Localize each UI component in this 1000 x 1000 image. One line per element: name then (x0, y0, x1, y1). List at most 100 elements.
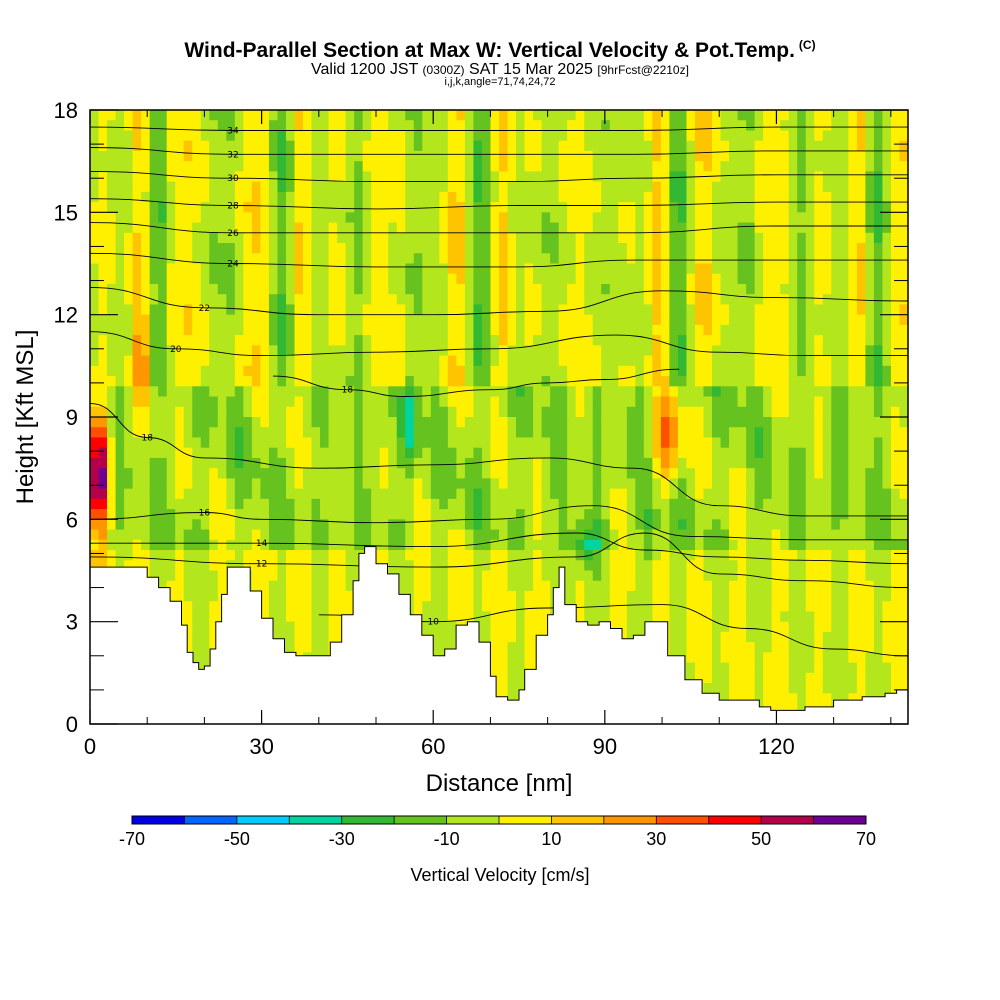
field-cell (132, 120, 142, 132)
field-cell (737, 202, 747, 213)
field-cell (251, 171, 262, 183)
field-cell (746, 130, 756, 142)
field-cell (712, 611, 722, 623)
field-cell (788, 150, 798, 162)
field-cell (234, 253, 244, 265)
field-cell (720, 498, 730, 510)
field-cell (277, 140, 287, 152)
field-cell (166, 304, 176, 316)
field-cell (550, 314, 560, 326)
field-cell (243, 560, 253, 572)
field-cell (141, 488, 151, 500)
field-cell (192, 222, 202, 234)
field-cell (626, 396, 636, 408)
field-cell (141, 447, 151, 459)
field-cell (149, 447, 159, 459)
field-cell (132, 488, 142, 500)
field-cell (277, 580, 287, 592)
field-cell (175, 498, 185, 510)
field-cell (660, 601, 671, 613)
field-cell (694, 478, 705, 490)
field-cell (115, 437, 125, 449)
field-cell (90, 396, 100, 408)
field-cell (686, 273, 696, 285)
field-cell (141, 406, 151, 418)
field-cell (754, 202, 764, 213)
field-cell (132, 150, 142, 162)
field-cell (464, 171, 475, 183)
field-cell (533, 427, 543, 439)
field-cell (430, 447, 440, 459)
field-cell (294, 355, 304, 367)
field-cell (490, 478, 500, 490)
field-cell (311, 417, 321, 428)
field-cell (720, 509, 730, 520)
field-cell (311, 570, 321, 582)
field-cell (209, 386, 219, 398)
field-cell (481, 386, 492, 398)
field-cell (737, 683, 747, 694)
field-cell (328, 191, 338, 203)
field-cell (320, 509, 330, 520)
field-cell (567, 457, 577, 469)
field-cell (90, 191, 100, 203)
field-cell (609, 550, 619, 561)
field-cell (754, 345, 764, 357)
field-cell (499, 191, 509, 203)
field-cell (124, 202, 134, 213)
field-cell (516, 202, 526, 213)
field-cell (533, 120, 543, 132)
field-cell (626, 130, 636, 142)
field-cell (464, 550, 475, 561)
field-cell (652, 120, 662, 132)
field-cell (592, 427, 602, 439)
field-cell (788, 161, 798, 172)
field-cell (98, 417, 108, 428)
field-cell (516, 171, 526, 183)
field-cell (217, 478, 227, 490)
field-cell (592, 161, 602, 172)
field-cell (490, 314, 500, 326)
field-cell (635, 550, 645, 561)
field-cell (98, 447, 108, 459)
field-cell (200, 335, 210, 346)
field-cell (303, 590, 313, 602)
field-cell (226, 488, 236, 500)
field-cell (439, 273, 449, 285)
field-cell (422, 243, 432, 254)
field-cell (473, 243, 483, 254)
field-cell (737, 110, 747, 121)
field-cell (720, 243, 730, 254)
field-cell (388, 191, 398, 203)
field-cell (268, 273, 279, 285)
field-cell (464, 427, 475, 439)
field-cell (124, 335, 134, 346)
field-cell (166, 519, 176, 531)
field-cell (754, 621, 764, 633)
field-cell (499, 365, 509, 377)
field-cell (780, 498, 790, 510)
field-cell (694, 447, 705, 459)
field-cell (643, 212, 653, 224)
field-cell (311, 447, 321, 459)
field-cell (192, 335, 202, 346)
field-cell (405, 304, 415, 316)
field-cell (652, 304, 662, 316)
field-cell (183, 212, 193, 224)
field-cell (107, 498, 117, 510)
field-cell (524, 222, 534, 234)
field-cell (567, 417, 577, 428)
field-cell (601, 212, 611, 224)
field-cell (584, 191, 594, 203)
field-cell (499, 590, 509, 602)
field-cell (490, 212, 500, 224)
field-cell (609, 212, 619, 224)
field-cell (268, 243, 279, 254)
field-cell (328, 335, 338, 346)
field-cell (337, 417, 347, 428)
field-cell (354, 335, 364, 346)
field-cell (601, 386, 611, 398)
field-cell (209, 355, 219, 367)
field-cell (771, 570, 781, 582)
field-cell (626, 386, 636, 398)
